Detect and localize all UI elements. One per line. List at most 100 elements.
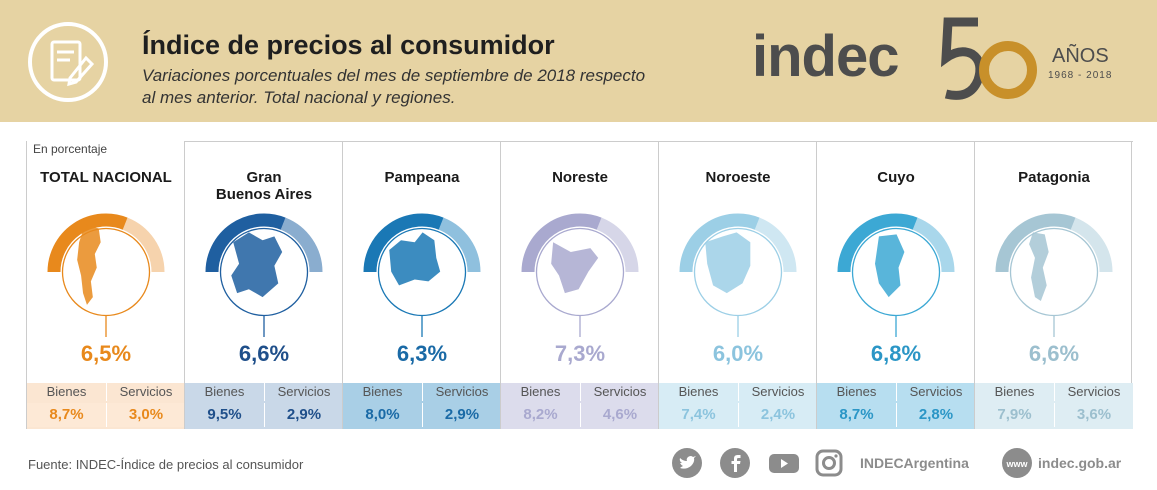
bienes-header: Bienes <box>204 384 245 399</box>
region-value: 6,6% <box>1028 341 1080 366</box>
instagram-icon[interactable] <box>814 448 844 478</box>
bienes-header: Bienes <box>46 384 87 399</box>
region-name: Gran Buenos Aires <box>215 169 313 203</box>
breakdown-cells: Bienes Servicios 8,2% 4,6% <box>501 383 659 429</box>
years-range: 1968 - 2018 <box>1048 70 1113 81</box>
region-panel-noroeste: Noroeste 6,0% Bienes Servicios 7,4% 2,4% <box>658 141 817 429</box>
region-name: TOTAL NACIONAL <box>40 169 172 186</box>
region-map-icon <box>77 224 101 305</box>
servicios-header: Servicios <box>1054 383 1133 401</box>
servicios-header: Servicios <box>580 383 659 401</box>
region-map-icon <box>705 232 751 294</box>
breakdown-cells: Bienes Servicios 8,7% 3,0% <box>27 383 185 429</box>
unit-label: En porcentaje <box>33 142 108 156</box>
web-icon[interactable]: www <box>1002 448 1032 478</box>
bienes-value: 8,7% <box>839 406 874 423</box>
servicios-header: Servicios <box>738 383 817 401</box>
region-gauge <box>521 213 639 337</box>
region-value: 6,3% <box>396 341 448 366</box>
gauge-arc-bienes <box>837 213 918 273</box>
bienes-value: 8,2% <box>523 406 558 423</box>
region-panel-patagonia: Patagonia 6,6% Bienes Servicios 7,9% 3,6% <box>974 141 1133 429</box>
bienes-header: Bienes <box>836 384 877 399</box>
breakdown-cells: Bienes Servicios 8,7% 2,8% <box>817 383 975 429</box>
bienes-value: 7,4% <box>681 406 716 423</box>
region-panel-pampeana: Pampeana 6,3% Bienes Servicios 8,0% 2,9% <box>342 141 501 429</box>
servicios-header: Servicios <box>422 383 501 401</box>
region-gauge <box>679 213 797 337</box>
servicios-value: 3,0% <box>106 403 185 427</box>
bienes-value: 9,5% <box>207 406 242 423</box>
region-name: Cuyo <box>877 169 915 186</box>
region-value: 6,6% <box>238 341 290 366</box>
gauge-arc-bienes <box>679 213 760 273</box>
gauge-arc-servicios <box>438 217 481 273</box>
social-handle[interactable]: INDECArgentina <box>860 455 969 471</box>
region-panel-total: En porcentaje TOTAL NACIONAL 6,5% Bienes Se… <box>26 141 185 429</box>
gauge-outline <box>1009 227 1099 317</box>
region-name: Patagonia <box>1018 169 1090 186</box>
servicios-value: 2,8% <box>896 403 975 427</box>
gauge-arc-servicios <box>596 217 639 273</box>
region-gauge <box>363 213 481 337</box>
region-name: Noroeste <box>705 169 771 186</box>
region-name: Noreste <box>552 169 608 186</box>
servicios-value: 2,9% <box>264 403 343 427</box>
web-icon-text: www <box>1005 459 1028 469</box>
servicios-header: Servicios <box>106 383 185 401</box>
servicios-value: 2,4% <box>738 403 817 427</box>
bienes-header: Bienes <box>520 384 561 399</box>
header-banner: Índice de precios al consumidor Variacio… <box>0 0 1157 122</box>
region-map-icon <box>389 232 441 286</box>
gauge-outline <box>61 227 151 317</box>
breakdown-cells: Bienes Servicios 9,5% 2,9% <box>185 383 343 429</box>
gauge-arc-servicios <box>122 217 165 273</box>
youtube-icon[interactable] <box>768 448 799 478</box>
gauge-arc-servicios <box>1070 217 1113 273</box>
region-value: 6,8% <box>870 341 922 366</box>
region-map-icon <box>1029 232 1049 301</box>
servicios-value: 3,6% <box>1054 403 1133 427</box>
servicios-value: 4,6% <box>580 403 659 427</box>
indec-logo-text: indec <box>752 24 899 89</box>
region-map-icon <box>551 242 599 294</box>
region-value: 6,5% <box>80 341 132 366</box>
gauge-arc-bienes <box>47 213 128 273</box>
bienes-value: 7,9% <box>997 406 1032 423</box>
region-gauge <box>995 213 1113 337</box>
document-edit-icon <box>28 22 108 102</box>
region-panel-noreste: Noreste 7,3% Bienes Servicios 8,2% 4,6% <box>500 141 659 429</box>
gauge-arc-bienes <box>205 213 286 273</box>
servicios-value: 2,9% <box>422 403 501 427</box>
region-gauge <box>205 213 323 337</box>
bienes-value: 8,7% <box>27 403 106 427</box>
source-note: Fuente: INDEC-Índice de precios al consu… <box>28 457 304 472</box>
region-gauge <box>47 213 165 337</box>
gauge-arc-servicios <box>754 217 797 273</box>
breakdown-cells: Bienes Servicios 7,4% 2,4% <box>659 383 817 429</box>
page-subtitle: Variaciones porcentuales del mes de sept… <box>142 66 646 107</box>
gauge-arc-bienes <box>521 213 602 273</box>
region-panel-gba: Gran Buenos Aires 6,6% Bienes Servicios 9,5%… <box>184 141 343 429</box>
breakdown-cells: Bienes Servicios 7,9% 3,6% <box>975 383 1133 429</box>
bienes-header: Bienes <box>678 384 719 399</box>
region-gauge <box>837 213 955 337</box>
twitter-icon[interactable] <box>672 448 702 478</box>
bienes-header: Bienes <box>994 384 1035 399</box>
breakdown-cells: Bienes Servicios 8,0% 2,9% <box>343 383 501 429</box>
anos-label: AÑOS <box>1052 45 1109 67</box>
region-value: 7,3% <box>554 341 606 366</box>
facebook-icon[interactable] <box>720 448 750 478</box>
servicios-header: Servicios <box>264 383 343 401</box>
page-title: Índice de precios al consumidor <box>142 30 555 60</box>
gauge-arc-servicios <box>912 217 955 273</box>
gauge-arc-bienes <box>363 213 444 273</box>
region-map-icon <box>231 232 283 298</box>
region-name: Pampeana <box>384 169 460 186</box>
gauge-arc-servicios <box>280 217 323 273</box>
region-map-icon <box>875 234 905 298</box>
region-value: 6,0% <box>712 341 764 366</box>
website-link[interactable]: indec.gob.ar <box>1038 455 1122 471</box>
region-panel-cuyo: Cuyo 6,8% Bienes Servicios 8,7% 2,8% <box>816 141 975 429</box>
gauge-arc-bienes <box>995 213 1076 273</box>
